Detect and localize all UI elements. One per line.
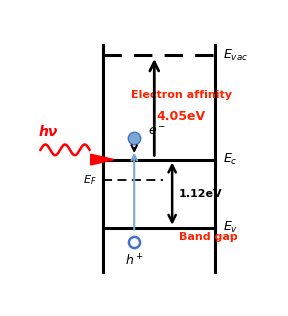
- Text: 4.05eV: 4.05eV: [156, 111, 206, 124]
- Text: $E_F$: $E_F$: [83, 173, 96, 187]
- Text: $E_v$: $E_v$: [223, 220, 239, 235]
- Text: $h^+$: $h^+$: [125, 253, 144, 269]
- Text: $E_{vac}$: $E_{vac}$: [223, 47, 249, 63]
- Text: $e^-$: $e^-$: [147, 125, 166, 138]
- Text: hν: hν: [38, 125, 58, 139]
- Text: Band gap: Band gap: [179, 233, 238, 242]
- Text: $E_c$: $E_c$: [223, 152, 238, 167]
- Polygon shape: [91, 154, 114, 165]
- Text: Electron affinity: Electron affinity: [130, 90, 232, 100]
- Text: 1.12eV: 1.12eV: [179, 189, 222, 199]
